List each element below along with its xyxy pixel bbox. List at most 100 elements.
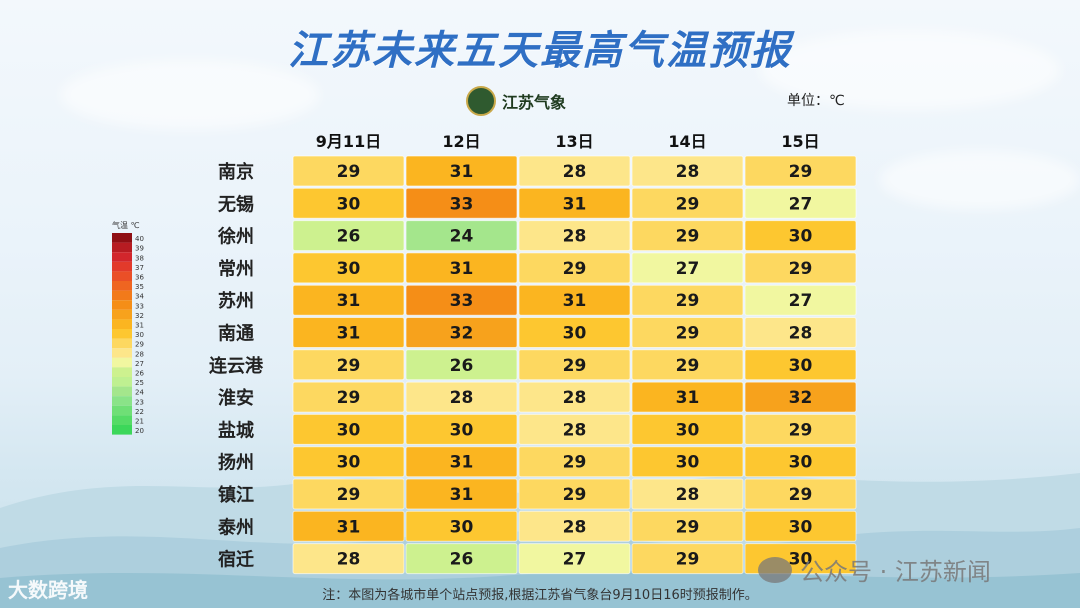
temperature-cell (518, 317, 631, 348)
temperature-cell (405, 349, 518, 381)
temperature-cell (744, 381, 857, 413)
temperature-cell (631, 510, 744, 542)
temperature-value: 28 (563, 162, 587, 182)
temperature-cell (405, 413, 518, 445)
legend-swatch (112, 425, 132, 435)
temperature-cell (405, 284, 518, 316)
legend-swatch (112, 348, 132, 358)
temperature-value: 30 (563, 324, 587, 344)
row-label: 宿迁 (218, 549, 254, 571)
legend-tick-label: 31 (135, 322, 144, 330)
temperature-value: 33 (450, 194, 474, 214)
temperature-value: 32 (450, 324, 474, 344)
temperature-value: 28 (563, 388, 587, 408)
temperature-cell (405, 187, 518, 219)
legend-swatch (112, 386, 132, 397)
legend-swatch (112, 329, 132, 339)
legend-tick-label: 36 (135, 274, 144, 282)
temperature-value: 30 (450, 420, 474, 440)
legend-tick-label: 29 (135, 341, 144, 349)
temperature-cell (405, 252, 518, 284)
temperature-cell (405, 155, 518, 187)
footnote: 注：本图为各城市单个站点预报,根据江苏省气象台9月10日16时预报制作。 (322, 588, 758, 603)
legend-tick-label: 22 (135, 408, 144, 416)
legend-title: 气温 ℃ (112, 220, 140, 230)
jiangsu-meteorology-emblem-icon (466, 86, 496, 116)
temperature-cell (518, 349, 631, 381)
temperature-cell (744, 317, 857, 348)
temperature-cell (631, 317, 744, 348)
temperature-cell (405, 220, 518, 252)
temperature-cell (744, 413, 857, 445)
temperature-value: 29 (789, 420, 813, 440)
legend-swatch (112, 338, 132, 349)
temperature-value: 29 (563, 259, 587, 279)
temperature-cell (292, 349, 405, 381)
temperature-value: 29 (563, 356, 587, 376)
legend-swatch (112, 405, 132, 416)
temperature-cell (292, 252, 405, 284)
legend-tick-label: 26 (135, 370, 144, 378)
temperature-cell (518, 543, 631, 575)
temperature-cell (518, 284, 631, 316)
temperature-value: 30 (789, 453, 813, 473)
column-header: 9月11日 (316, 132, 381, 151)
legend-swatch (112, 367, 132, 377)
temperature-cell (405, 317, 518, 348)
temperature-cell (292, 187, 405, 219)
wechat-icon (758, 556, 792, 583)
column-header: 13日 (555, 132, 593, 151)
logo: 江苏气象 (466, 86, 566, 116)
row-label: 南通 (218, 323, 254, 345)
temperature-cell (631, 252, 744, 284)
temperature-value: 31 (337, 324, 361, 344)
temperature-cell (631, 478, 744, 510)
legend-tick-label: 30 (135, 331, 144, 339)
temperature-value: 30 (337, 420, 361, 440)
watermark-right-text: 公众号 · 江苏新闻 (800, 558, 991, 586)
row-label: 镇江 (218, 484, 254, 506)
legend-tick-label: 40 (135, 235, 144, 243)
legend-tick-label: 38 (135, 254, 144, 262)
temperature-value: 29 (676, 356, 700, 376)
temperature-value: 30 (676, 420, 700, 440)
temperature-cell (744, 252, 857, 284)
temperature-cell (405, 478, 518, 510)
temperature-value: 31 (450, 259, 474, 279)
temperature-cell (518, 155, 631, 187)
logo-text: 江苏气象 (502, 93, 567, 112)
temperature-value: 27 (563, 550, 587, 570)
temperature-cell (631, 543, 744, 575)
temperature-cell (744, 187, 857, 219)
temperature-value: 27 (676, 259, 700, 279)
temperature-value: 30 (789, 550, 813, 570)
temperature-value: 29 (337, 162, 361, 182)
temperature-cell (631, 413, 744, 445)
temperature-value: 24 (450, 227, 474, 247)
legend-swatch (112, 271, 132, 281)
temperature-value: 29 (789, 485, 813, 505)
temperature-cell (744, 349, 857, 381)
temperature-value: 29 (676, 324, 700, 344)
temperature-cell (518, 187, 631, 219)
row-label: 无锡 (218, 193, 254, 215)
temperature-value: 27 (789, 291, 813, 311)
temperature-cell (292, 381, 405, 413)
temperature-cell (405, 510, 518, 542)
temperature-value: 31 (450, 485, 474, 505)
temperature-value: 28 (676, 485, 700, 505)
legend-tick-label: 28 (135, 350, 144, 358)
legend-swatch (112, 281, 132, 291)
temperature-cell (292, 317, 405, 348)
temperature-value: 28 (676, 162, 700, 182)
temperature-cell (631, 220, 744, 252)
temperature-value: 29 (337, 356, 361, 376)
column-header: 15日 (781, 132, 819, 151)
temperature-cell (518, 252, 631, 284)
legend-swatch (112, 377, 132, 387)
temperature-value: 29 (676, 291, 700, 311)
temperature-value: 30 (789, 227, 813, 247)
legend-swatch (112, 290, 132, 301)
legend-swatch (112, 261, 132, 272)
row-label: 徐州 (217, 226, 254, 248)
